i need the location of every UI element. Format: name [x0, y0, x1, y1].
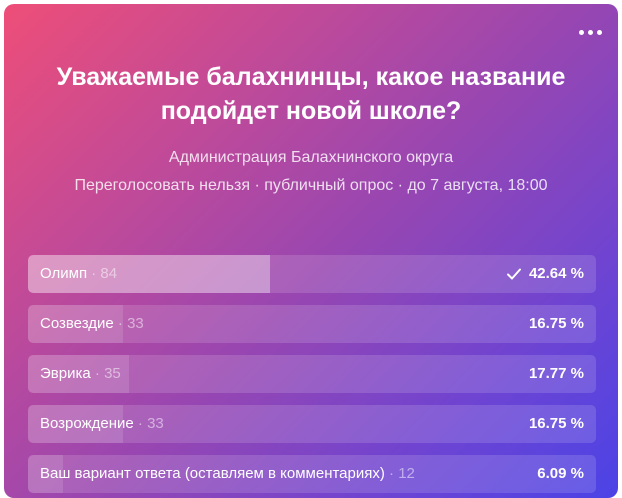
poll-option-percent: 16.75 % — [528, 415, 584, 432]
poll-option[interactable]: Ваш вариант ответа (оставляем в коммента… — [28, 455, 596, 493]
poll-options: Олимп · 84 42.64 % Созвездие · 33 16.75 … — [28, 255, 596, 498]
poll-option-fill — [28, 355, 129, 393]
poll-option-separator: · — [137, 415, 143, 432]
poll-option-result: 6.09 % — [537, 455, 584, 493]
poll-option-text: Олимп · 84 — [40, 255, 117, 293]
more-dot — [578, 29, 584, 35]
poll-option-label: Эврика — [40, 365, 91, 382]
poll-option-result: 17.77 % — [529, 355, 584, 393]
poll-card: Уважаемые балахнинцы, какое название под… — [4, 4, 618, 498]
poll-option-percent: 42.64 % — [528, 265, 584, 282]
poll-option-separator: · — [91, 265, 97, 282]
poll-option-count: 35 — [104, 365, 121, 382]
poll-option-count: 33 — [147, 415, 164, 432]
poll-meta: Переголосовать нельзя · публичный опрос … — [74, 177, 548, 194]
poll-option-fill — [28, 405, 124, 443]
more-options-button[interactable] — [576, 24, 604, 40]
poll-option-fill — [28, 255, 271, 293]
poll-option-text: Созвездие · 33 — [40, 305, 144, 343]
poll-option[interactable]: Олимп · 84 42.64 % — [28, 255, 596, 293]
poll-option[interactable]: Эврика · 35 17.77 % — [28, 355, 596, 393]
poll-option[interactable]: Возрождение · 33 16.75 % — [28, 405, 596, 443]
more-dot — [587, 29, 593, 35]
poll-option-text: Ваш вариант ответа (оставляем в коммента… — [40, 455, 415, 493]
poll-option-result: 16.75 % — [529, 305, 584, 343]
poll-option-fill — [28, 305, 124, 343]
poll-option-count: 12 — [398, 465, 415, 482]
poll-option-result: 16.75 % — [529, 405, 584, 443]
check-icon — [506, 268, 521, 280]
more-dot — [596, 29, 602, 35]
poll-option-separator: · — [117, 315, 123, 332]
poll-title: Уважаемые балахнинцы, какое название под… — [56, 63, 566, 125]
poll-option-text: Возрождение · 33 — [40, 405, 164, 443]
poll-option-result: 42.64 % — [506, 255, 584, 293]
poll-option[interactable]: Созвездие · 33 16.75 % — [28, 305, 596, 343]
poll-author[interactable]: Администрация Балахнинского округа — [168, 149, 454, 166]
poll-option-label: Ваш вариант ответа (оставляем в коммента… — [40, 465, 385, 482]
poll-option-percent: 16.75 % — [528, 315, 584, 332]
poll-option-count: 84 — [100, 265, 118, 282]
poll-option-fill — [28, 455, 63, 493]
poll-option-label: Созвездие — [40, 315, 114, 332]
poll-option-label: Возрождение — [40, 415, 134, 432]
poll-option-percent: 6.09 % — [537, 465, 584, 482]
poll-option-separator: · — [389, 465, 395, 482]
poll-option-label: Олимп — [40, 265, 88, 282]
poll-option-count: 33 — [127, 315, 144, 332]
poll-option-separator: · — [94, 365, 100, 382]
poll-option-percent: 17.77 % — [528, 365, 584, 382]
poll-option-text: Эврика · 35 — [40, 355, 121, 393]
